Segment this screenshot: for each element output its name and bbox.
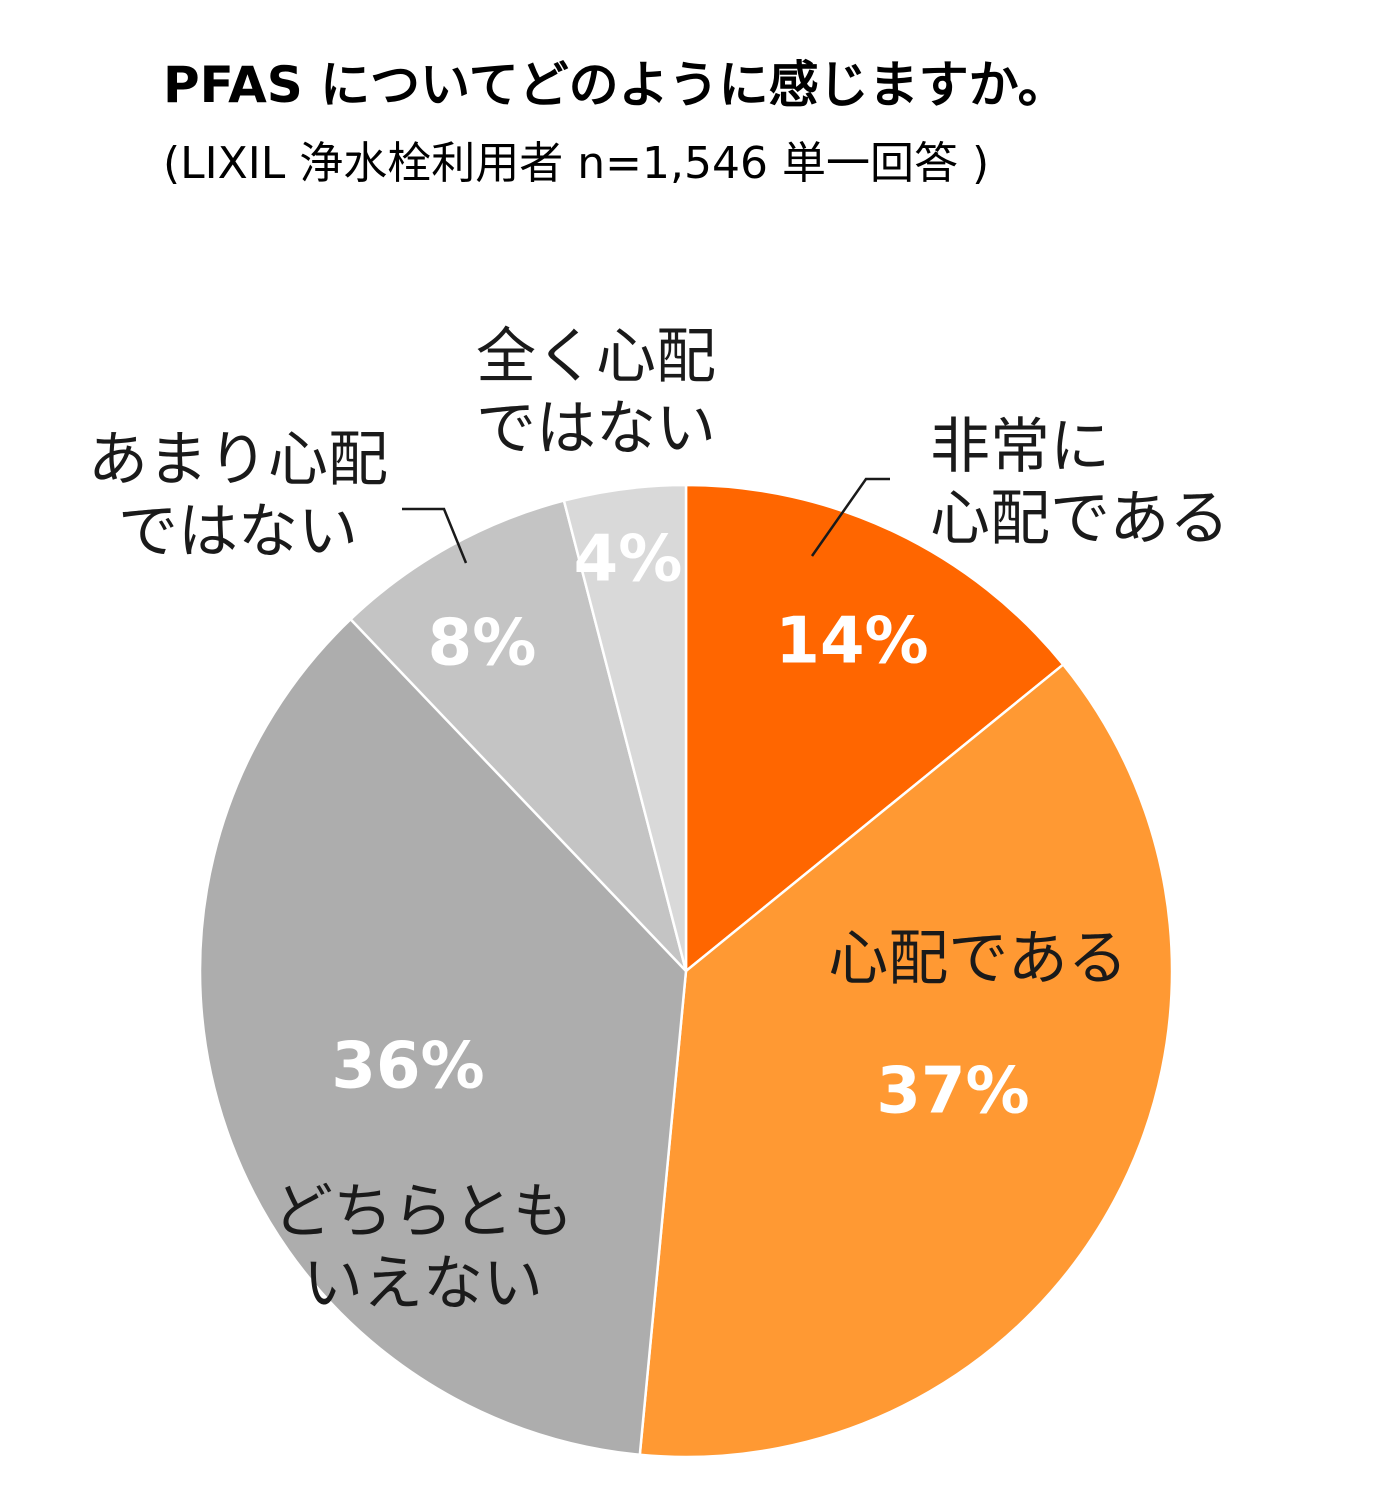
category-label-line: どちらとも [273,1177,573,1247]
value-label-3: 36% [331,1030,484,1104]
category-label-line: いえない [303,1249,543,1319]
category-label-line: 心配である [828,924,1127,994]
category-label-4: あまり心配ではない [88,425,388,567]
chart-subtitle: (LIXIL 浄水栓利用者 n=1,546 単一回答 ) [163,138,990,189]
chart-title: PFAS についてどのように感じますか。 [163,56,1068,114]
category-label-1: 非常に心配である [930,412,1229,554]
pie-slices [198,483,1174,1459]
leader-lines [402,477,890,564]
category-label-2: 心配である [828,924,1127,994]
category-label-5: 全く心配ではない [476,322,716,464]
slice-labels: 14%非常に心配である37%心配である36%どちらともいえない8%あまり心配では… [88,322,1229,1319]
category-label-line: 非常に [930,412,1110,482]
pie-slice-3 [198,618,688,1457]
value-label-2: 37% [876,1055,1029,1129]
pie-slice-1 [684,483,1065,973]
pie-slice-2 [638,663,1174,1459]
category-label-line: 心配である [930,484,1229,554]
category-label-line: ではない [118,497,358,567]
leader-line-1 [810,477,890,557]
value-label-1: 14% [775,605,928,679]
pie-slice-4 [349,499,688,973]
category-label-line: ではない [476,394,716,464]
value-label-4: 8% [428,607,537,681]
pie-slice-5 [562,483,688,973]
category-label-line: あまり心配 [88,425,388,495]
leader-line-4 [402,507,468,564]
category-label-line: 全く心配 [476,322,716,392]
category-label-3: どちらともいえない [273,1177,573,1319]
value-label-5: 4% [574,523,683,597]
